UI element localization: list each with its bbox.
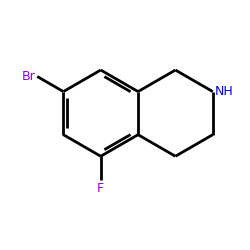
- Text: Br: Br: [22, 70, 36, 83]
- Text: F: F: [97, 182, 104, 195]
- Text: NH: NH: [215, 85, 234, 98]
